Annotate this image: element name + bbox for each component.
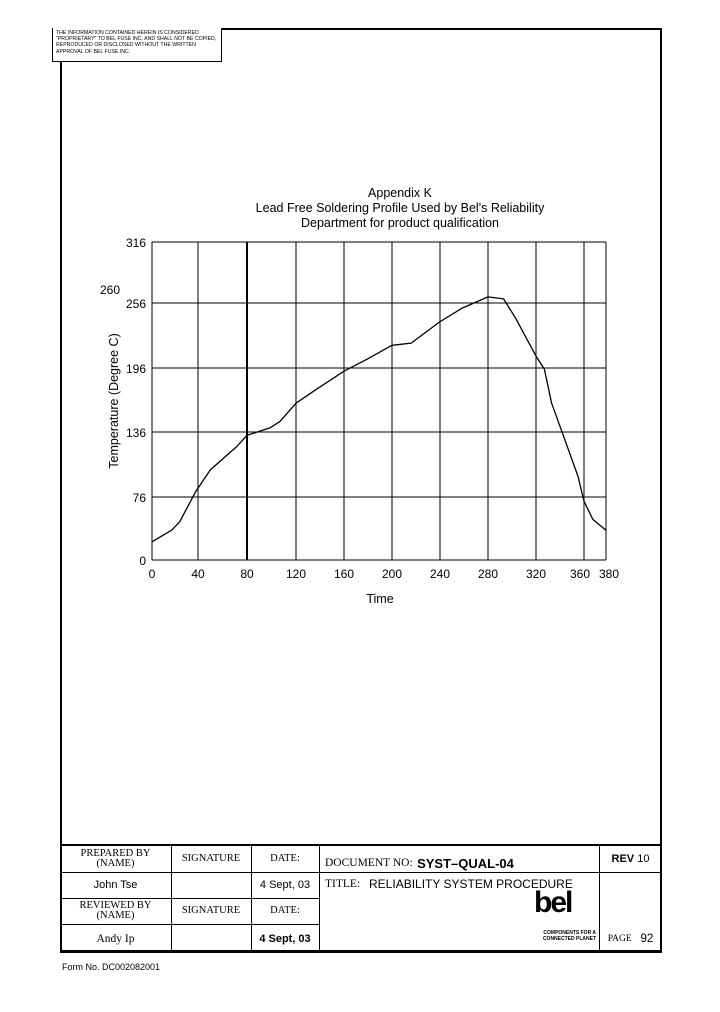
y-tick-label: 136 [126, 426, 146, 440]
x-tick-label: 0 [149, 567, 156, 581]
y-tick-label: 256 [126, 297, 146, 311]
proprietary-notice: The information contained herein is cons… [52, 28, 222, 62]
revision: REV 10 [611, 853, 650, 865]
reviewed-date: 4 Sept, 03 [259, 932, 311, 945]
date-header: DATE: [270, 853, 300, 864]
prepared-name: John Tse [93, 879, 138, 891]
signature-header: SIGNATURE [181, 853, 241, 864]
y-tick-label: 76 [133, 491, 147, 505]
x-axis-label: Time [366, 592, 393, 606]
x-tick-label: 120 [286, 567, 306, 581]
x-tick-label: 360 [570, 567, 590, 581]
footer-table: PREPARED BY (NAME) SIGNATURE DATE: John T… [60, 844, 662, 953]
temperature-curve [151, 296, 607, 543]
date-header-2: DATE: [270, 905, 300, 916]
x-tick-label: 280 [478, 567, 498, 581]
x-tick-label: 40 [191, 567, 205, 581]
chart-title: Appendix K [368, 186, 432, 200]
x-tick-label: 240 [430, 567, 450, 581]
page-number: PAGE 92 [607, 932, 654, 945]
prepared-by-header: PREPARED BY (NAME) [80, 848, 151, 869]
document-number: DOCUMENT NO: SYST–QUAL-04 [325, 855, 514, 871]
x-tick-label: 80 [240, 567, 254, 581]
logo-tagline: COMPONENTS FOR A CONNECTED PLANET [542, 930, 596, 942]
x-tick-label: 320 [526, 567, 546, 581]
document-title: TITLE: RELIABILITY SYSTEM PROCEDURE [325, 877, 573, 891]
y-tick-label: 196 [126, 362, 146, 376]
form-number: Form No. DC002082001 [62, 962, 161, 972]
prepared-date: 4 Sept, 03 [259, 879, 311, 891]
x-tick-label: 200 [382, 567, 402, 581]
x-tick-label: 160 [334, 567, 354, 581]
signature-header-2: SIGNATURE [181, 905, 241, 916]
y-tick-label: 316 [126, 236, 146, 250]
bel-logo: bel [534, 886, 573, 919]
y-axis-label: Temperature (Degree C) [107, 333, 121, 468]
temperature-profile-chart: 0 40 80 120 160 200 240 280 320 360 380 0 76 136 196 25… [100, 236, 619, 606]
annotation-260: 260 [100, 283, 120, 297]
reviewed-name: Andy Ip [96, 932, 135, 945]
chart-subtitle-1: Lead Free Soldering Profile Used by Bel'… [255, 201, 545, 215]
reviewed-by-header: REVIEWED BY (NAME) [79, 900, 152, 921]
y-tick-label: 0 [139, 554, 146, 568]
x-tick-label: 380 [599, 567, 619, 581]
chart-subtitle-2: Department for product qualification [300, 216, 500, 230]
